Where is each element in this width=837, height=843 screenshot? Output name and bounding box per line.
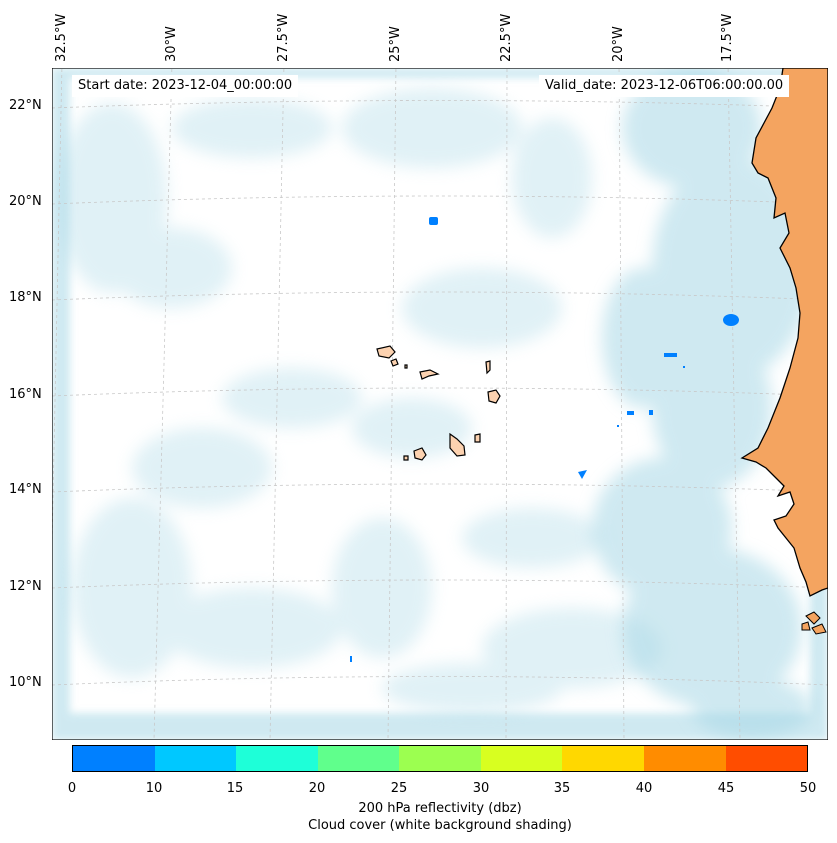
reflectivity-patch	[617, 425, 619, 427]
colorbar-tick-40: 40	[635, 781, 653, 796]
sal-island	[485, 360, 491, 375]
colorbar-tick-35: 35	[553, 781, 571, 796]
lon-label-27-5w: 27.5°W	[276, 13, 291, 62]
reflectivity-patch	[664, 353, 677, 357]
colorbar-segment-4	[399, 746, 481, 771]
lat-label-16n: 16°N	[9, 387, 42, 402]
lat-label-14n: 14°N	[9, 482, 42, 497]
valid-date-label: Valid_date: 2023-12-06T06:00:00.00	[539, 75, 790, 97]
reflectivity-patch	[578, 470, 587, 479]
lat-label-18n: 18°N	[9, 290, 42, 305]
sao-nicolau-island	[419, 369, 440, 380]
colorbar-tick-15: 15	[226, 781, 244, 796]
colorbar-sublabel: Cloud cover (white background shading)	[308, 818, 572, 833]
colorbar-tick-10: 10	[145, 781, 163, 796]
colorbar-segment-5	[480, 746, 563, 771]
colorbar-segment-1	[154, 746, 237, 771]
sao-vicente-island	[390, 358, 399, 367]
cape-verde-islands	[376, 345, 501, 461]
colorbar-segment-3	[317, 746, 400, 771]
african-coast-land	[740, 68, 828, 597]
boa-vista-island	[487, 389, 501, 404]
colorbar	[72, 745, 808, 772]
maio-island	[474, 433, 481, 443]
reflectivity-patch	[627, 411, 634, 415]
colorbar-segment-8	[725, 746, 808, 771]
lon-label-25w: 25°W	[388, 26, 403, 62]
lon-label-17-5w: 17.5°W	[720, 13, 735, 62]
fogo-island	[413, 447, 427, 461]
reflectivity-patch	[723, 314, 739, 326]
reflectivity-patch	[683, 366, 685, 368]
graticule	[52, 68, 828, 740]
cloud-cover-shading	[52, 68, 828, 740]
lat-label-20n: 20°N	[9, 194, 42, 209]
colorbar-tick-0: 0	[67, 781, 77, 796]
colorbar-tick-20: 20	[308, 781, 326, 796]
colorbar-tick-50: 50	[799, 781, 817, 796]
start-date-label: Start date: 2023-12-04_00:00:00	[72, 75, 299, 97]
reflectivity-patches	[350, 217, 739, 662]
colorbar-tick-45: 45	[717, 781, 735, 796]
lat-label-22n: 22°N	[9, 98, 42, 113]
brava-island	[403, 455, 409, 461]
reflectivity-patch	[429, 217, 438, 225]
lat-label-10n: 10°N	[9, 675, 42, 690]
lon-label-22-5w: 22.5°W	[499, 13, 514, 62]
bijagos-islands	[801, 611, 827, 635]
lat-label-12n: 12°N	[9, 579, 42, 594]
lon-label-20w: 20°W	[611, 26, 626, 62]
colorbar-tick-25: 25	[390, 781, 408, 796]
reflectivity-patch	[350, 656, 352, 662]
lon-label-32-5w: 32.5°W	[54, 13, 69, 62]
santa-luzia-island	[404, 364, 408, 369]
colorbar-segment-2	[236, 746, 318, 771]
santo-antao-island	[376, 345, 396, 359]
santiago-island	[449, 432, 466, 457]
colorbar-label: 200 hPa reflectivity (dbz)	[358, 801, 522, 816]
colorbar-segment-6	[562, 746, 644, 771]
colorbar-segment-7	[643, 746, 726, 771]
colorbar-segment-0	[73, 746, 155, 771]
reflectivity-patch	[649, 410, 653, 415]
map-panel	[52, 68, 828, 740]
colorbar-tick-30: 30	[472, 781, 490, 796]
lon-label-30w: 30°W	[164, 26, 179, 62]
